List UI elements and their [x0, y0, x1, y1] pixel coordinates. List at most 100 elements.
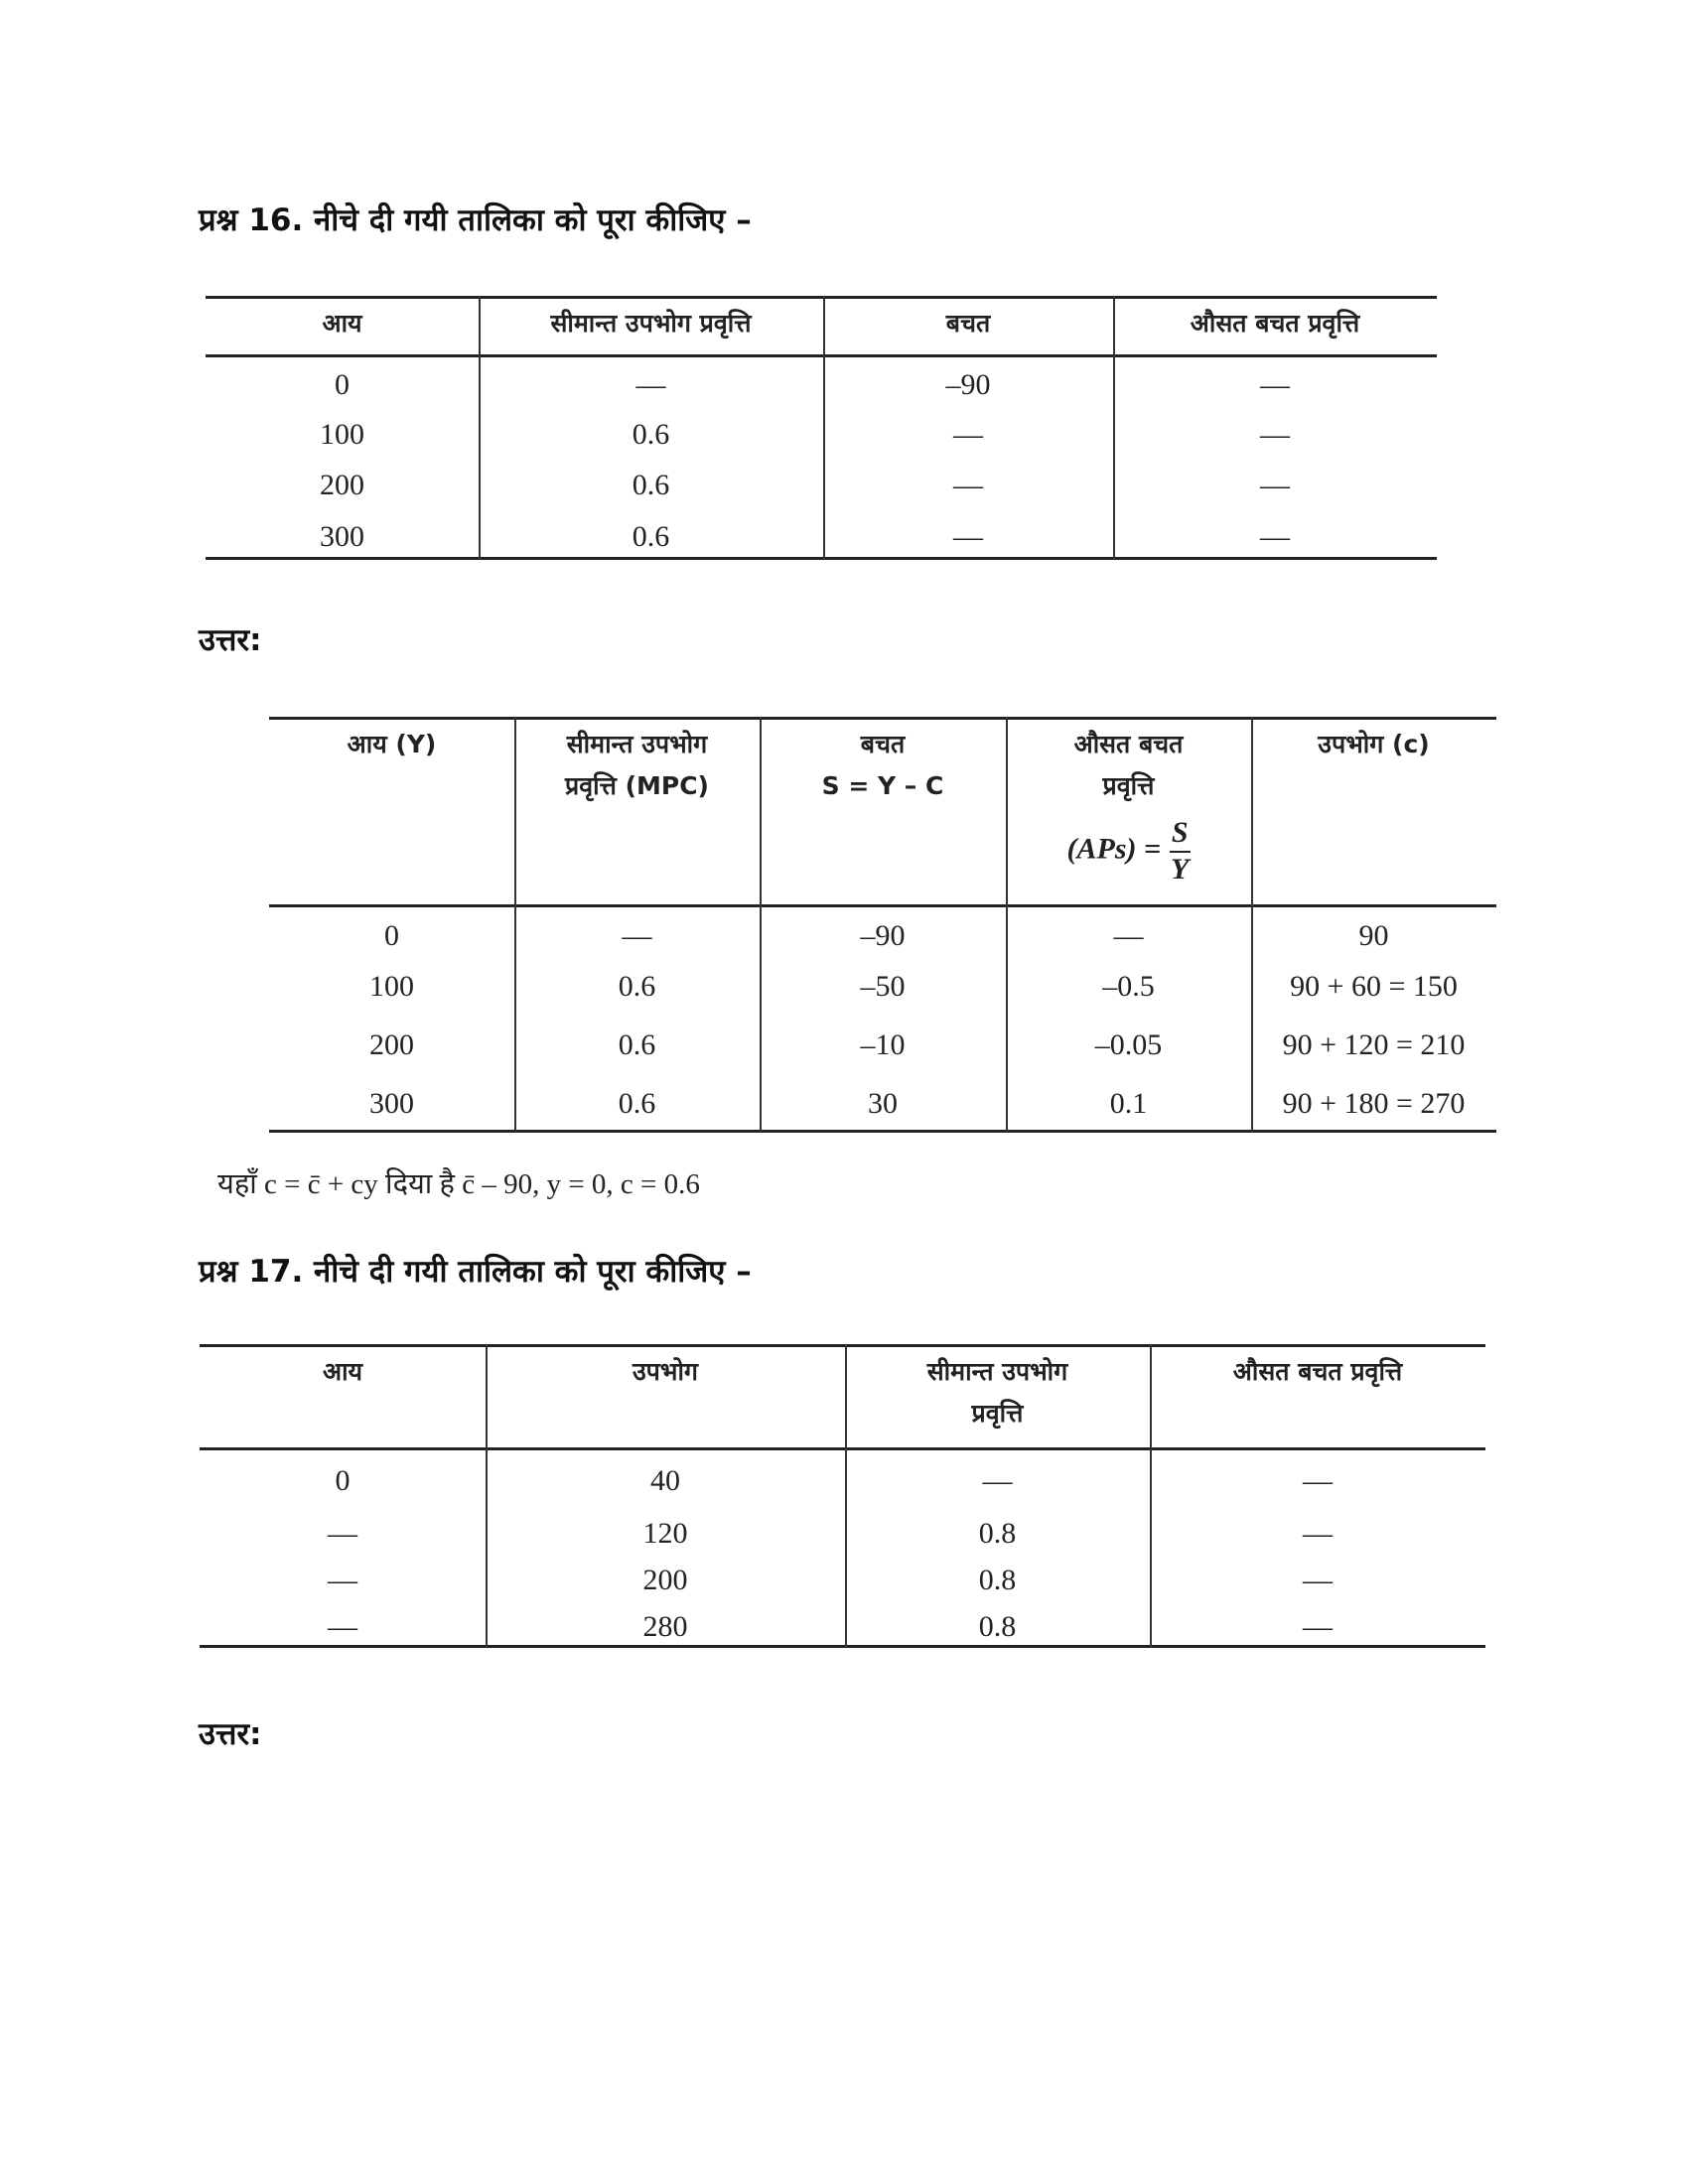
table-cell: 0.8 [978, 1517, 1017, 1550]
table-bottom-rule [200, 1645, 1485, 1648]
table-cell: 120 [642, 1517, 688, 1550]
table-cell: — [1113, 919, 1144, 952]
table-header-cell: सीमान्त उपभोग [566, 730, 708, 758]
table-cell: –90 [860, 919, 906, 952]
table-header-cell: आय [322, 1357, 363, 1386]
table-header-cell: प्रवृत्ति (MPC) [565, 771, 709, 800]
table-header-cell: बचत [860, 730, 906, 758]
table-cell: 90 [1358, 919, 1389, 952]
table-cell: — [1303, 1610, 1333, 1643]
answer-16-note: यहाँ c = c̄ + cy दिया है c̄ – 90, y = 0,… [217, 1168, 700, 1200]
table-header-cell: आय [322, 309, 362, 338]
table-cell: — [635, 368, 666, 401]
table-cell: — [982, 1464, 1013, 1497]
table-cell: 200 [320, 469, 364, 501]
table-top-rule [269, 717, 1496, 720]
table-header-rule [206, 354, 1437, 357]
table-cell: — [1303, 1564, 1333, 1596]
column-divider [1113, 296, 1115, 560]
table-cell: — [1303, 1517, 1333, 1550]
table-cell: 200 [369, 1028, 414, 1061]
table-cell: — [328, 1517, 357, 1550]
question-17-table: आय उपभोग सीमान्त उपभोग प्रवृत्ति औसत बचत प्र… [200, 1344, 1485, 1648]
table-cell: 0.6 [618, 1087, 656, 1120]
answer-16-label: उत्तर: [199, 622, 262, 658]
table-cell: –0.05 [1094, 1028, 1163, 1061]
question-16-title: प्रश्न 16. नीचे दी गयी तालिका को पूरा की… [199, 203, 752, 238]
table-cell: 90 + 120 = 210 [1282, 1028, 1466, 1061]
question-17-title: प्रश्न 17. नीचे दी गयी तालिका को पूरा की… [199, 1254, 752, 1290]
table-cell: 30 [868, 1087, 898, 1120]
table-cell: 0 [384, 919, 399, 952]
table-cell: 0.1 [1109, 1087, 1148, 1120]
table-cell: 90 + 60 = 150 [1290, 970, 1458, 1003]
table-cell: — [1260, 469, 1290, 501]
table-bottom-rule [206, 557, 1437, 560]
table-cell: — [1260, 368, 1290, 401]
table-bottom-rule [269, 1130, 1496, 1133]
table-header-cell: औसत बचत प्रवृत्ति [1190, 309, 1360, 338]
table-cell: — [1260, 520, 1290, 553]
table-cell: 0.6 [618, 1028, 656, 1061]
table-header-rule [200, 1447, 1485, 1450]
table-top-rule [200, 1344, 1485, 1347]
table-top-rule [206, 296, 1437, 299]
table-cell: 0 [335, 1464, 351, 1497]
table-header-cell: उपभोग [632, 1357, 699, 1386]
column-divider [1251, 717, 1253, 1133]
table-cell: — [622, 919, 652, 952]
column-divider [1006, 717, 1008, 1133]
table-cell: –50 [860, 970, 906, 1003]
table-cell: 0.6 [632, 418, 670, 451]
table-cell: 300 [369, 1087, 414, 1120]
answer-17-label: उत्तर: [199, 1716, 262, 1752]
table-header-cell: औसत बचत [1073, 730, 1184, 758]
table-header-cell: बचत [945, 309, 991, 338]
table-header-rule [269, 904, 1496, 907]
table-cell: 280 [642, 1610, 688, 1643]
table-header-cell: सीमान्त उपभोग [926, 1357, 1068, 1386]
table-cell: — [328, 1610, 357, 1643]
table-header-cell: औसत बचत प्रवृत्ति [1232, 1357, 1403, 1386]
table-cell: 0.6 [632, 520, 670, 553]
table-cell: 0.8 [978, 1564, 1017, 1596]
aps-formula-lhs: (APs) = [1066, 832, 1162, 866]
table-cell: 300 [320, 520, 364, 553]
table-cell: 90 + 180 = 270 [1282, 1087, 1466, 1120]
table-cell: — [1303, 1464, 1333, 1497]
table-cell: 200 [642, 1564, 688, 1596]
table-cell: 40 [650, 1464, 680, 1497]
table-cell: — [953, 520, 983, 553]
table-cell: 0 [335, 368, 350, 401]
column-divider [845, 1344, 847, 1648]
table-cell: 0.8 [978, 1610, 1017, 1643]
table-cell: –0.5 [1102, 970, 1155, 1003]
column-divider [760, 717, 762, 1133]
table-cell: 0.6 [632, 469, 670, 501]
table-header-cell: उपभोग (c) [1318, 730, 1430, 758]
table-cell: 100 [369, 970, 414, 1003]
answer-16-table: आय (Y) सीमान्त उपभोग प्रवृत्ति (MPC) बचत S =… [269, 717, 1496, 1133]
table-header-cell: S = Y – C [821, 771, 944, 800]
table-cell: –10 [860, 1028, 906, 1061]
aps-denominator: Y [1170, 852, 1190, 886]
column-divider [514, 717, 516, 1133]
table-header-cell: प्रवृत्ति [971, 1399, 1024, 1428]
table-cell: — [953, 418, 983, 451]
table-cell: 0.6 [618, 970, 656, 1003]
table-cell: — [953, 469, 983, 501]
aps-numerator: S [1169, 816, 1191, 853]
table-cell: — [1260, 418, 1290, 451]
table-header-cell: आय (Y) [347, 730, 437, 758]
question-16-table: आय सीमान्त उपभोग प्रवृत्ति बचत औसत बचत प्रव… [206, 296, 1437, 560]
table-header-cell: प्रवृत्ति [1102, 771, 1155, 800]
table-cell: — [328, 1564, 357, 1596]
column-divider [486, 1344, 488, 1648]
table-header-cell: सीमान्त उपभोग प्रवृत्ति [550, 309, 752, 338]
column-divider [823, 296, 825, 560]
column-divider [479, 296, 481, 560]
table-cell: –90 [945, 368, 991, 401]
